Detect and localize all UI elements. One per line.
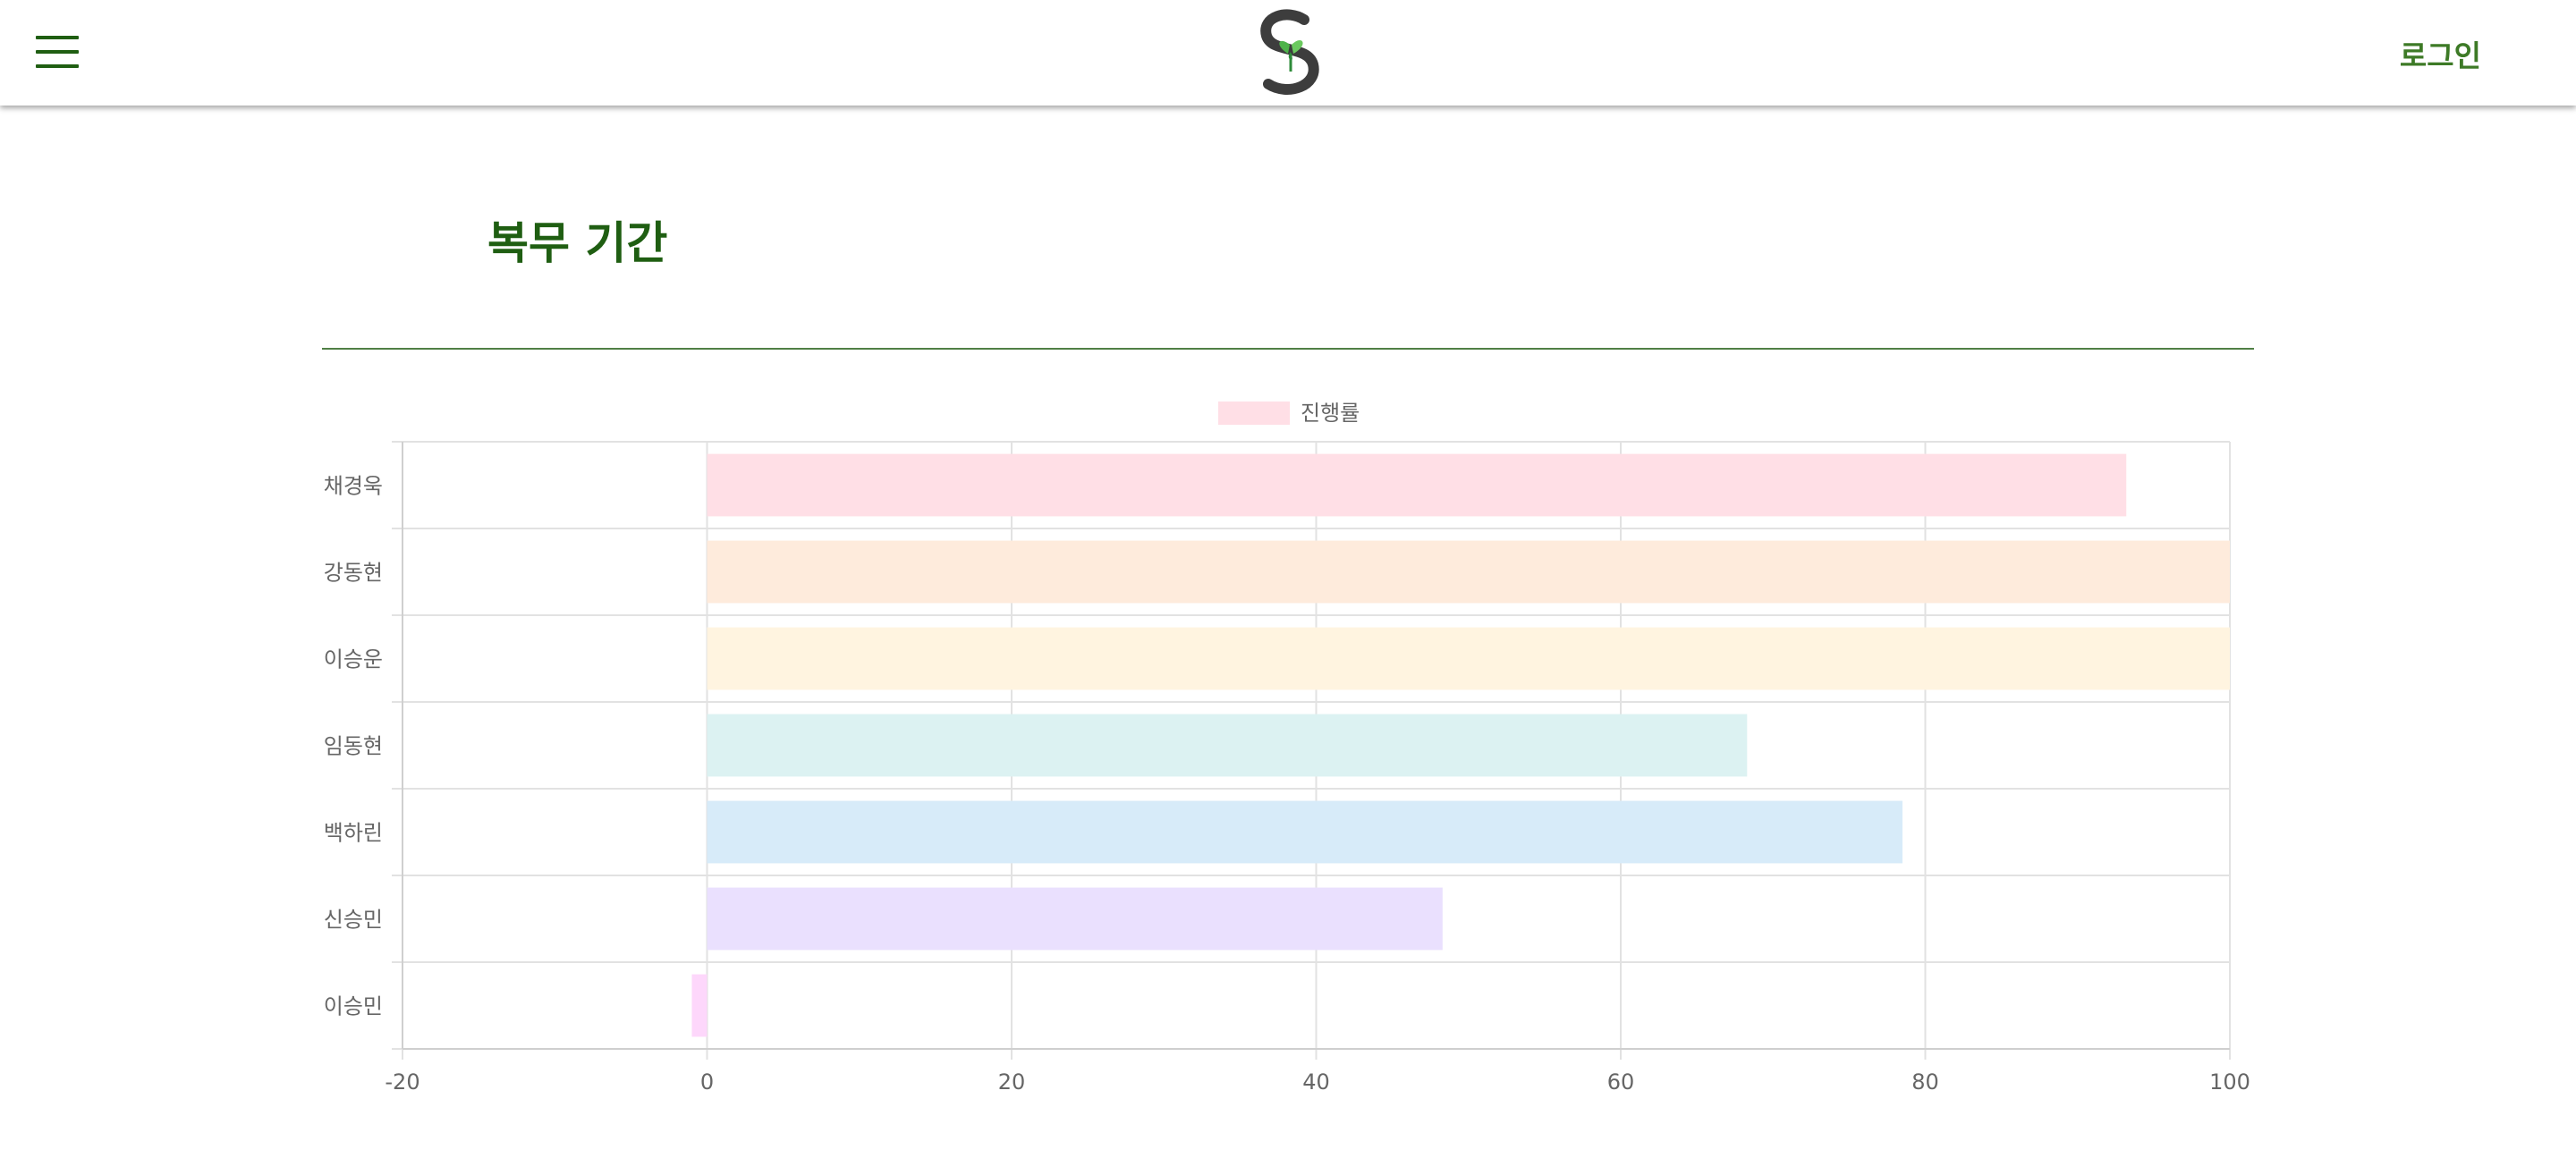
x-tick-label: 0 <box>700 1069 714 1095</box>
page-title: 복무 기간 <box>487 217 668 269</box>
category-label: 채경욱 <box>324 474 383 499</box>
bar-4[interactable] <box>707 714 1748 777</box>
top-header: 로그인 <box>0 0 2576 106</box>
bar-6[interactable] <box>707 887 1443 951</box>
bar-5[interactable] <box>707 800 1902 864</box>
category-label: 신승민 <box>324 908 383 933</box>
bar-2[interactable] <box>707 540 2231 604</box>
bar-1[interactable] <box>707 453 2127 517</box>
hamburger-menu-icon[interactable] <box>36 36 79 68</box>
x-tick-label: 20 <box>998 1069 1026 1095</box>
bar-3[interactable] <box>707 627 2231 690</box>
category-label: 백하린 <box>324 821 383 846</box>
x-tick-label: 100 <box>2209 1069 2250 1095</box>
legend-label[interactable]: 진행률 <box>1301 401 1360 426</box>
x-tick-label: 60 <box>1607 1069 1635 1095</box>
legend-swatch[interactable] <box>1218 402 1290 425</box>
x-tick-label: -20 <box>385 1069 419 1095</box>
x-tick-label: 80 <box>1911 1069 1939 1095</box>
category-label: 이승운 <box>324 647 383 672</box>
bar-7[interactable] <box>691 974 708 1037</box>
plant-logo-icon[interactable] <box>1252 9 1327 95</box>
login-button[interactable]: 로그인 <box>2399 38 2481 73</box>
category-label: 이승민 <box>324 994 383 1019</box>
category-label: 강동현 <box>324 561 383 586</box>
x-tick-label: 40 <box>1302 1069 1330 1095</box>
section-divider <box>322 348 2254 350</box>
category-label: 임동현 <box>324 734 383 759</box>
